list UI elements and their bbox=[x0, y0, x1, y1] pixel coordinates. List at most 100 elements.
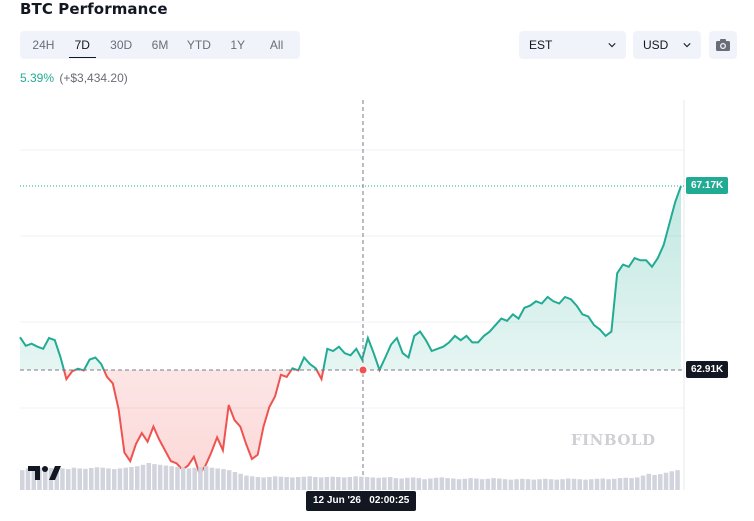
volume-bar bbox=[238, 473, 243, 490]
volume-bar bbox=[209, 467, 215, 490]
area-fill-up bbox=[20, 186, 681, 370]
volume-bar bbox=[410, 477, 416, 490]
volume-bar bbox=[54, 467, 59, 490]
volume-bar bbox=[129, 467, 134, 490]
volume-bar bbox=[393, 478, 399, 490]
volume-bar bbox=[261, 477, 266, 490]
volume-bar bbox=[117, 468, 123, 490]
volume-bar bbox=[267, 477, 272, 490]
volume-bar bbox=[497, 478, 502, 490]
change-percent: 5.39% bbox=[20, 71, 55, 85]
volume-bar bbox=[675, 470, 680, 490]
volume-bar bbox=[635, 477, 640, 490]
volume-bar bbox=[60, 468, 65, 490]
volume-bar bbox=[468, 478, 473, 490]
volume-bar bbox=[456, 479, 462, 490]
volume-bar bbox=[416, 478, 422, 490]
volume-bar bbox=[543, 478, 548, 490]
volume-bar bbox=[508, 479, 514, 490]
price-line-down bbox=[62, 370, 381, 477]
volume-bar bbox=[502, 479, 508, 490]
volume-bar bbox=[341, 477, 347, 490]
volume-bar bbox=[491, 478, 496, 490]
volume-bar bbox=[313, 477, 318, 490]
volume-bar bbox=[629, 478, 634, 490]
volume-bar bbox=[330, 476, 335, 490]
volume-bar bbox=[221, 469, 226, 490]
volume-bar bbox=[175, 467, 180, 490]
volume-bar bbox=[646, 473, 651, 490]
volume-bar bbox=[135, 466, 140, 490]
volume-bar bbox=[652, 474, 657, 490]
volume-bar bbox=[290, 477, 295, 490]
camera-icon bbox=[716, 39, 730, 51]
volume-bar bbox=[451, 478, 456, 490]
tab-30d[interactable]: 30D bbox=[110, 38, 133, 52]
volume-bar bbox=[600, 478, 605, 490]
volume-bar bbox=[428, 478, 433, 490]
volume-bar bbox=[192, 467, 197, 490]
tab-ytd[interactable]: YTD bbox=[186, 38, 211, 52]
volume-bar bbox=[623, 477, 628, 490]
tab-1y[interactable]: 1Y bbox=[230, 38, 246, 52]
timezone-select[interactable]: EST bbox=[519, 31, 626, 59]
volume-bar bbox=[439, 477, 445, 490]
tab-6m[interactable]: 6M bbox=[151, 38, 169, 52]
volume-bar bbox=[520, 478, 525, 490]
volume-bar bbox=[554, 479, 559, 490]
volume-bar bbox=[66, 469, 71, 490]
volume-bar bbox=[272, 476, 278, 490]
volume-bar bbox=[370, 477, 376, 490]
volume-bar bbox=[83, 468, 88, 490]
volume-bar bbox=[295, 477, 301, 490]
volume-bar bbox=[94, 467, 100, 490]
volume-bar bbox=[140, 464, 146, 490]
price-chart[interactable] bbox=[0, 100, 754, 521]
page-title: BTC Performance bbox=[20, 0, 168, 18]
price-change: 5.39% (+$3,434.20) bbox=[20, 71, 128, 85]
volume-bar bbox=[244, 475, 249, 490]
volume-bar bbox=[169, 466, 174, 490]
chevron-down-icon bbox=[608, 43, 616, 48]
volume-bar bbox=[71, 467, 77, 490]
volume-bar bbox=[485, 478, 491, 490]
currency-select[interactable]: USD bbox=[633, 31, 701, 59]
volume-bar bbox=[387, 477, 393, 490]
volume-bar bbox=[146, 463, 151, 490]
time-range-tabs: 24H 7D 30D 6M YTD 1Y All bbox=[20, 31, 300, 59]
volume-bar bbox=[31, 469, 36, 490]
volume-bar bbox=[77, 468, 82, 490]
reference-price-tag: 62.91K bbox=[686, 361, 729, 378]
volume-bar bbox=[560, 479, 565, 490]
volume-bar bbox=[617, 478, 623, 490]
volume-bar bbox=[571, 478, 577, 490]
volume-bar bbox=[640, 475, 646, 490]
volume-bar bbox=[198, 467, 203, 490]
volume-bar bbox=[364, 477, 370, 490]
volume-bar bbox=[548, 479, 554, 490]
screenshot-button[interactable] bbox=[709, 31, 737, 59]
volume-bar bbox=[462, 478, 468, 490]
tab-7d[interactable]: 7D bbox=[63, 31, 102, 59]
volume-bar bbox=[663, 472, 669, 490]
volume-bar bbox=[278, 476, 284, 490]
tab-24h[interactable]: 24H bbox=[32, 38, 55, 52]
volume-bar bbox=[301, 476, 307, 490]
volume-bar bbox=[43, 468, 48, 490]
volume-bar bbox=[537, 479, 542, 490]
volume-bar bbox=[226, 470, 232, 490]
volume-bar bbox=[566, 478, 571, 490]
volume-bar bbox=[215, 468, 220, 490]
volume-bar bbox=[359, 476, 364, 490]
volume-bar bbox=[583, 479, 588, 490]
volume-bar bbox=[405, 477, 410, 490]
tab-all[interactable]: All bbox=[269, 38, 284, 52]
volume-bar bbox=[422, 479, 427, 490]
volume-bar bbox=[100, 467, 105, 490]
volume-bar bbox=[186, 468, 192, 490]
volume-bar bbox=[382, 477, 387, 490]
volume-bar bbox=[284, 477, 289, 490]
volume-bar bbox=[307, 476, 312, 490]
volume-bar bbox=[232, 472, 238, 490]
last-price-tag: 67.17K bbox=[686, 177, 729, 194]
